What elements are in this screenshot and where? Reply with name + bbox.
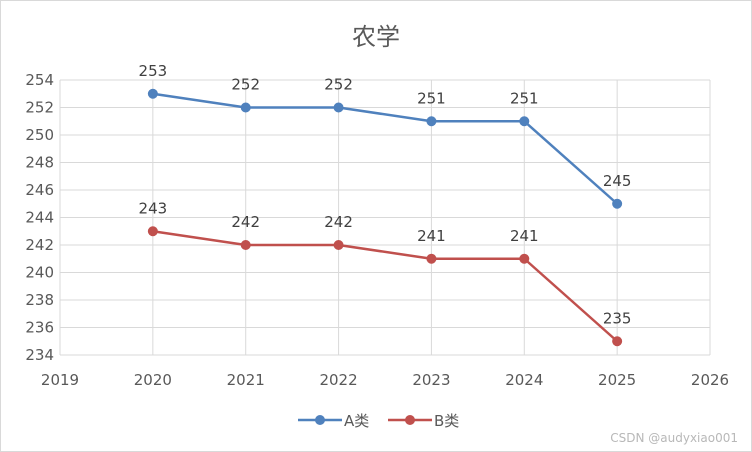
data-point (612, 336, 623, 347)
legend-marker (405, 415, 415, 425)
series-layer (147, 88, 623, 347)
data-label: 245 (603, 172, 632, 190)
x-tick-label: 2021 (227, 371, 265, 389)
x-tick-label: 2023 (412, 371, 450, 389)
y-tick-label: 246 (25, 181, 54, 199)
data-label: 241 (510, 227, 539, 245)
data-point (333, 102, 344, 113)
data-labels: 253 252 252 251 251 245 243 242 242 241 241 235 (139, 62, 632, 328)
y-tick-label: 254 (25, 71, 54, 89)
watermark: CSDN @audyxiao001 (610, 431, 738, 445)
data-label: 251 (510, 89, 539, 107)
data-point (240, 240, 251, 250)
data-point (519, 253, 530, 264)
data-point (147, 88, 158, 99)
data-point (426, 116, 437, 127)
data-label: 252 (231, 76, 260, 94)
data-label: 235 (603, 309, 632, 327)
data-label: 242 (231, 213, 260, 231)
data-point (240, 102, 251, 113)
data-label: 243 (139, 199, 168, 217)
data-point (612, 198, 623, 209)
x-tick-label: 2022 (319, 371, 357, 389)
data-label: 251 (417, 89, 446, 107)
y-tick-label: 238 (25, 291, 54, 309)
y-tick-label: 252 (25, 99, 54, 117)
data-point (147, 226, 158, 237)
x-tick-label: 2020 (134, 371, 172, 389)
legend-label: A类 (344, 412, 369, 430)
y-tick-label: 242 (25, 236, 54, 254)
y-axis: 234 236 238 240 242 244 246 248 250 252 254 (25, 71, 54, 364)
legend: A类 B类 (298, 412, 459, 430)
legend-marker (315, 415, 325, 425)
y-tick-label: 250 (25, 126, 54, 144)
data-point (519, 116, 530, 127)
y-tick-label: 244 (25, 209, 54, 227)
x-tick-label: 2025 (598, 371, 636, 389)
x-tick-label: 2026 (691, 371, 729, 389)
series-line-1 (152, 92, 618, 205)
data-label: 241 (417, 227, 446, 245)
y-tick-label: 248 (25, 154, 54, 172)
x-tick-label: 2024 (505, 371, 543, 389)
data-point (333, 240, 344, 250)
y-tick-label: 234 (25, 346, 54, 364)
y-tick-label: 236 (25, 319, 54, 337)
x-tick-label: 2019 (41, 371, 79, 389)
series-line-2 (152, 230, 618, 343)
chart-title: 农学 (352, 23, 400, 51)
x-axis: 2019 2020 2021 2022 2023 2024 2025 2026 (41, 371, 729, 389)
y-tick-label: 240 (25, 264, 54, 282)
data-label: 252 (324, 76, 353, 94)
data-point (426, 253, 437, 264)
data-label: 253 (139, 62, 168, 80)
data-label: 242 (324, 213, 353, 231)
legend-label: B类 (434, 412, 459, 430)
